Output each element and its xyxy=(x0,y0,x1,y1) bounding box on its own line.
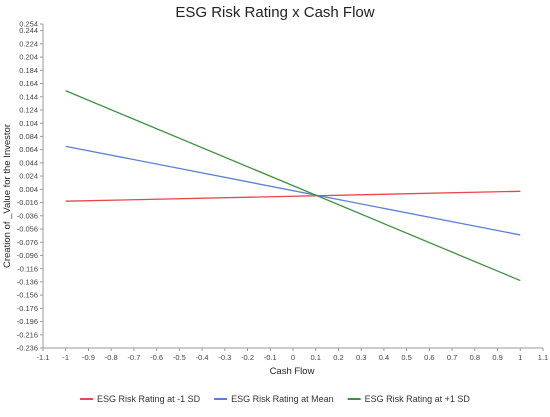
x-tick-label: 0.6 xyxy=(424,353,434,362)
legend-item-2: ESG Risk Rating at Mean xyxy=(214,394,334,404)
y-tick-label: -0.136 xyxy=(17,277,38,286)
y-tick-label: 0.244 xyxy=(19,26,38,35)
series-line-2 xyxy=(65,145,521,236)
x-tick-label: 0.5 xyxy=(401,353,411,362)
y-tick-label: 0.084 xyxy=(19,132,38,141)
y-tick-label: 0.144 xyxy=(19,92,38,101)
x-tick-label: 0.3 xyxy=(356,353,366,362)
y-tick-label: 0.204 xyxy=(19,53,38,62)
legend-label: ESG Risk Rating at -1 SD xyxy=(97,394,201,404)
x-tick-label: 0.1 xyxy=(311,353,321,362)
y-tick-label: 0.184 xyxy=(19,66,38,75)
y-tick-label: -0.156 xyxy=(17,291,38,300)
y-tick-label: -0.236 xyxy=(17,344,38,353)
y-tick-label: -0.116 xyxy=(17,264,38,273)
y-tick-label: 0.254 xyxy=(19,20,38,29)
x-tick-label: 1 xyxy=(518,353,522,362)
x-tick-label: 0.8 xyxy=(470,353,480,362)
x-tick-label: -1 xyxy=(62,353,69,362)
y-tick-label: -0.196 xyxy=(17,317,38,326)
y-tick-label: -0.036 xyxy=(17,211,38,220)
y-tick-label: -0.096 xyxy=(17,251,38,260)
x-tick-label: -0.2 xyxy=(241,353,254,362)
x-tick-label: 0 xyxy=(291,353,295,362)
x-tick-label: -0.1 xyxy=(264,353,277,362)
x-tick-label: -0.8 xyxy=(105,353,118,362)
x-tick-label: 0.4 xyxy=(379,353,389,362)
series-line-1 xyxy=(65,190,521,202)
y-tick-label: -0.016 xyxy=(17,198,38,207)
legend-item-1: ESG Risk Rating at -1 SD xyxy=(80,394,201,404)
x-tick-label: -0.7 xyxy=(127,353,140,362)
x-tick-label: 1.1 xyxy=(538,353,548,362)
legend: ESG Risk Rating at -1 SD ESG Risk Rating … xyxy=(80,394,470,404)
y-tick-label: 0.164 xyxy=(19,79,38,88)
chart-title: ESG Risk Rating x Cash Flow xyxy=(175,4,374,21)
x-tick-label: -0.9 xyxy=(82,353,95,362)
legend-item-3: ESG Risk Rating at +1 SD xyxy=(347,394,471,404)
x-tick-label: 0.2 xyxy=(333,353,343,362)
x-tick-label: -0.3 xyxy=(218,353,231,362)
y-tick-label: -0.056 xyxy=(17,225,38,234)
y-tick-label: -0.176 xyxy=(17,304,38,313)
y-tick-label: 0.004 xyxy=(19,185,38,194)
legend-label: ESG Risk Rating at +1 SD xyxy=(365,394,471,404)
y-tick-label: 0.044 xyxy=(19,158,38,167)
x-tick-label: -1.1 xyxy=(37,353,50,362)
legend-label: ESG Risk Rating at Mean xyxy=(231,394,334,404)
y-tick-label: 0.104 xyxy=(19,119,38,128)
x-tick-label: 0.9 xyxy=(492,353,502,362)
x-tick-label: 0.7 xyxy=(447,353,457,362)
y-axis-title: Creation of _Value for the Investor xyxy=(2,124,13,268)
y-tick-label: -0.216 xyxy=(17,330,38,339)
x-axis-title: Cash Flow xyxy=(270,366,315,377)
y-tick-label: 0.224 xyxy=(19,39,38,48)
series-lines xyxy=(65,90,521,282)
y-tick-label: 0.064 xyxy=(19,145,38,154)
series-line-3 xyxy=(65,90,521,282)
x-tick-label: -0.4 xyxy=(196,353,209,362)
y-tick-label: 0.124 xyxy=(19,106,38,115)
x-tick-label: -0.5 xyxy=(173,353,186,362)
x-tick-label: -0.6 xyxy=(150,353,163,362)
y-tick-label: -0.076 xyxy=(17,238,38,247)
y-tick-label: 0.024 xyxy=(19,172,38,181)
